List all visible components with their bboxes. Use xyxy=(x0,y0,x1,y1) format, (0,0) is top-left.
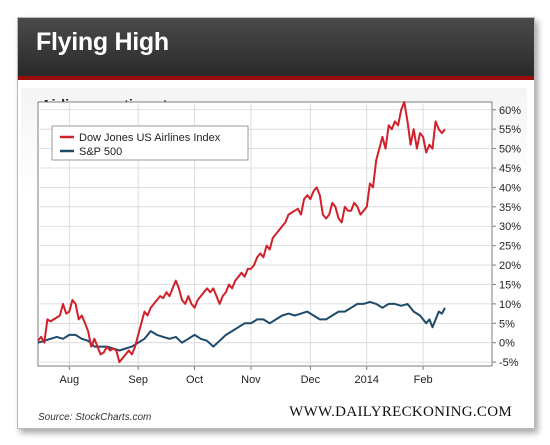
y-tick-label: 60% xyxy=(499,105,521,117)
legend-box xyxy=(51,125,249,161)
y-tick-label: -5% xyxy=(499,357,519,369)
y-tick-label: 45% xyxy=(499,163,521,175)
x-tick-label: 2014 xyxy=(355,374,379,386)
chart-card: Flying High Airlines continue to soar -5… xyxy=(17,17,535,429)
x-tick-label: Oct xyxy=(186,374,203,386)
y-tick-label: 30% xyxy=(499,221,521,233)
y-tick-label: 0% xyxy=(499,338,515,350)
x-tick-label: Aug xyxy=(60,374,80,386)
y-tick-label: 15% xyxy=(499,279,521,291)
y-tick-label: 35% xyxy=(499,202,521,214)
legend-label: S&P 500 xyxy=(79,146,122,158)
y-tick-label: 20% xyxy=(499,260,521,272)
x-tick-label: Dec xyxy=(301,374,321,386)
line-chart: -5% 0% 5% 10% 15% 20% 25% 30% 35% 40% 45% 50% 55% 60%… xyxy=(37,101,521,386)
source-note: Source: StockCharts.com xyxy=(38,412,152,423)
y-tick-label: 10% xyxy=(499,299,521,311)
y-tick-label: 55% xyxy=(499,124,521,136)
header-banner: Flying High xyxy=(18,18,534,80)
brand-url: WWW.DAILYRECKONING.COM xyxy=(289,404,512,420)
x-tick-label: Sep xyxy=(128,374,148,386)
page-title: Flying High xyxy=(36,28,169,56)
y-tick-label: 5% xyxy=(499,318,515,330)
y-tick-label: 25% xyxy=(499,241,521,253)
x-tick-label: Nov xyxy=(241,374,261,386)
y-tick-label: 40% xyxy=(499,182,521,194)
x-tick-label: Feb xyxy=(414,374,433,386)
y-tick-label: 50% xyxy=(499,144,521,156)
airlines-index-line xyxy=(37,101,446,364)
legend-label: Dow Jones US Airlines Index xyxy=(79,132,221,144)
